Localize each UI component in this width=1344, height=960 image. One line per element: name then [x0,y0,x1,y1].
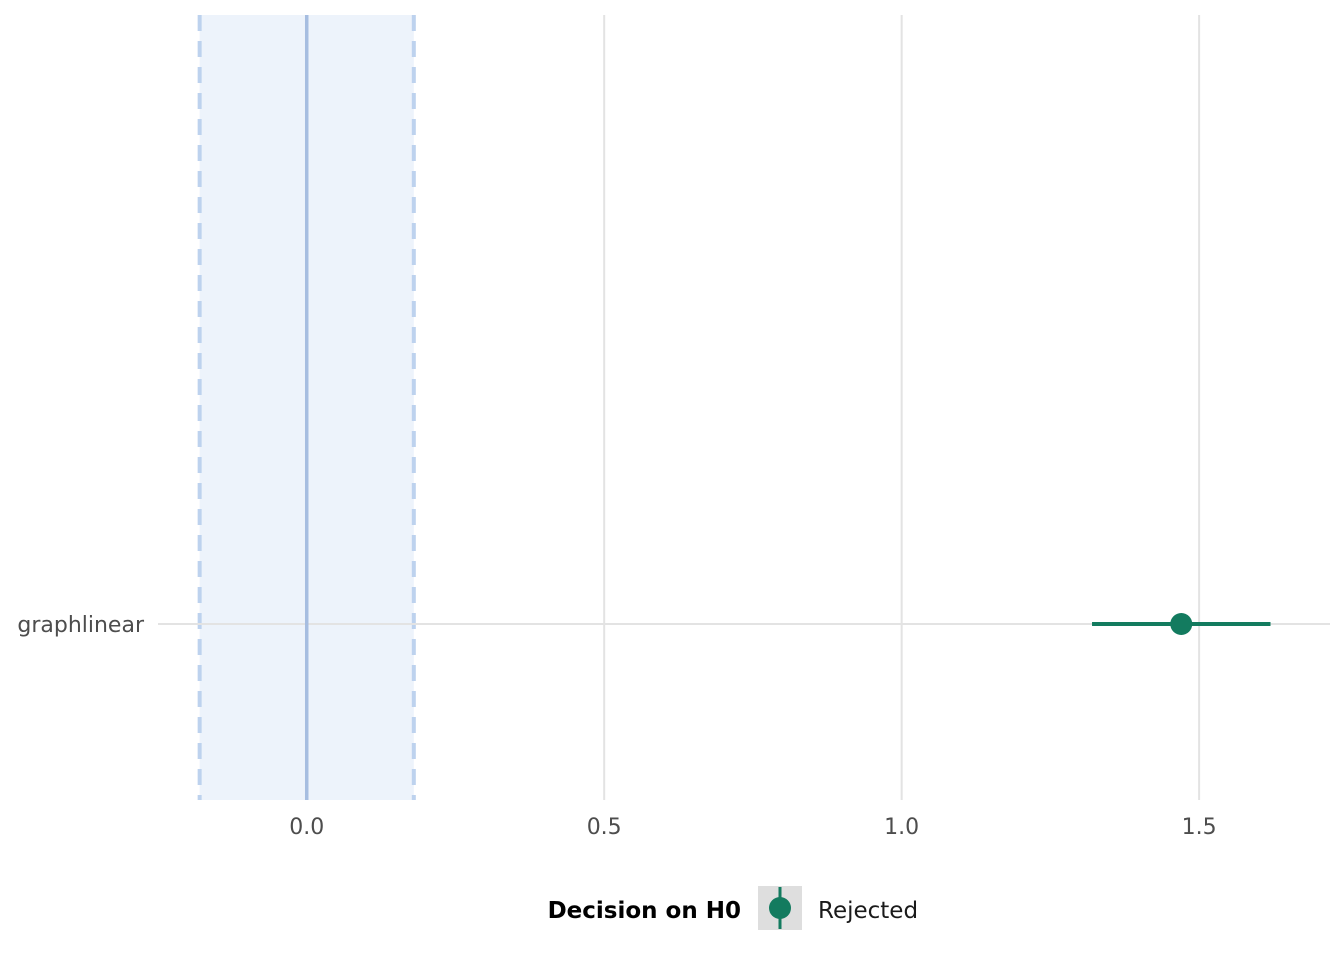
legend-item-label: Rejected [818,898,918,924]
x-tick-label-2: 1.0 [884,815,919,840]
estimate-marks [1092,612,1271,635]
x-tick-label-1: 0.5 [587,815,622,840]
x-axis-labels: 0.0 0.5 1.0 1.5 [289,815,1216,840]
legend-title: Decision on H0 [548,898,741,924]
x-tick-label-0: 0.0 [289,815,324,840]
y-tick-label-0: graphlinear [17,613,145,638]
legend-key-point [769,897,791,919]
estimate-point-0 [1170,612,1193,635]
legend: Decision on H0 Rejected [548,886,918,930]
y-axis-labels: graphlinear [17,613,145,638]
x-tick-label-3: 1.5 [1182,815,1217,840]
